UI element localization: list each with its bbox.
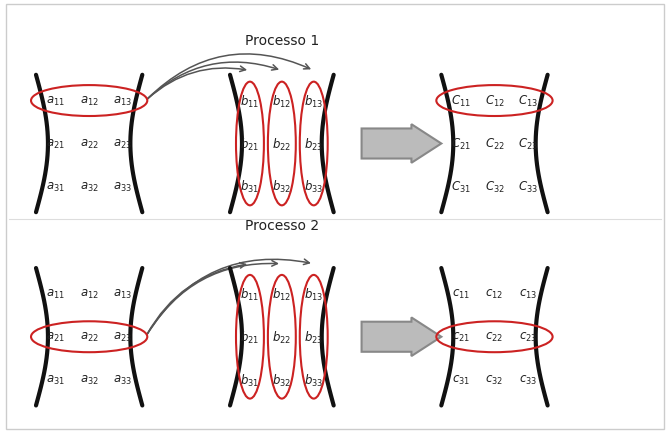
- Text: $a_{32}$: $a_{32}$: [80, 181, 98, 194]
- Text: $a_{11}$: $a_{11}$: [46, 95, 66, 108]
- Text: $C_{22}$: $C_{22}$: [484, 137, 505, 152]
- Text: $b_{12}$: $b_{12}$: [272, 93, 291, 109]
- Text: $c_{31}$: $c_{31}$: [452, 373, 470, 386]
- Text: $b_{31}$: $b_{31}$: [241, 372, 259, 388]
- Text: $b_{11}$: $b_{11}$: [241, 93, 259, 109]
- Text: $b_{23}$: $b_{23}$: [304, 136, 324, 152]
- Text: $c_{11}$: $c_{11}$: [452, 288, 470, 301]
- Text: $a_{23}$: $a_{23}$: [113, 330, 132, 343]
- Text: $a_{13}$: $a_{13}$: [113, 95, 132, 108]
- Text: $c_{13}$: $c_{13}$: [519, 288, 537, 301]
- Text: $a_{13}$: $a_{13}$: [113, 288, 132, 301]
- Text: $b_{33}$: $b_{33}$: [304, 372, 324, 388]
- Text: $b_{13}$: $b_{13}$: [304, 93, 324, 109]
- Text: $C_{12}$: $C_{12}$: [484, 94, 505, 109]
- Text: $C_{21}$: $C_{21}$: [452, 137, 471, 152]
- Text: $a_{33}$: $a_{33}$: [113, 181, 132, 194]
- Text: $a_{11}$: $a_{11}$: [46, 288, 66, 301]
- Text: $c_{12}$: $c_{12}$: [485, 288, 504, 301]
- Text: $b_{33}$: $b_{33}$: [304, 179, 324, 195]
- Text: $a_{12}$: $a_{12}$: [80, 95, 98, 108]
- FancyArrow shape: [362, 125, 442, 164]
- Text: $b_{32}$: $b_{32}$: [272, 179, 291, 195]
- Text: $b_{23}$: $b_{23}$: [304, 329, 324, 345]
- Text: $a_{32}$: $a_{32}$: [80, 373, 98, 386]
- Text: $C_{33}$: $C_{33}$: [518, 180, 537, 194]
- Text: $C_{11}$: $C_{11}$: [452, 94, 471, 109]
- Text: $a_{22}$: $a_{22}$: [80, 138, 98, 151]
- Text: $b_{13}$: $b_{13}$: [304, 286, 324, 302]
- Text: $a_{22}$: $a_{22}$: [80, 330, 98, 343]
- Text: $c_{23}$: $c_{23}$: [519, 330, 537, 343]
- Text: Processo 1: Processo 1: [245, 34, 319, 48]
- Text: $C_{31}$: $C_{31}$: [452, 180, 471, 194]
- Text: $b_{12}$: $b_{12}$: [272, 286, 291, 302]
- Text: $b_{22}$: $b_{22}$: [272, 329, 291, 345]
- Text: $c_{22}$: $c_{22}$: [485, 330, 504, 343]
- Text: $a_{23}$: $a_{23}$: [113, 138, 132, 151]
- Text: $b_{22}$: $b_{22}$: [272, 136, 291, 152]
- Text: $C_{32}$: $C_{32}$: [484, 180, 505, 194]
- Text: $C_{13}$: $C_{13}$: [518, 94, 537, 109]
- Text: $b_{31}$: $b_{31}$: [241, 179, 259, 195]
- Text: $a_{33}$: $a_{33}$: [113, 373, 132, 386]
- Text: $C_{23}$: $C_{23}$: [518, 137, 537, 152]
- Text: $a_{31}$: $a_{31}$: [46, 181, 66, 194]
- Text: $a_{12}$: $a_{12}$: [80, 288, 98, 301]
- FancyArrow shape: [362, 318, 442, 356]
- Text: $b_{21}$: $b_{21}$: [241, 329, 259, 345]
- Text: $a_{21}$: $a_{21}$: [46, 138, 66, 151]
- Text: $a_{31}$: $a_{31}$: [46, 373, 66, 386]
- Text: $b_{21}$: $b_{21}$: [241, 136, 259, 152]
- Text: $c_{33}$: $c_{33}$: [519, 373, 537, 386]
- Text: $c_{32}$: $c_{32}$: [485, 373, 504, 386]
- Text: $b_{11}$: $b_{11}$: [241, 286, 259, 302]
- Text: Processo 2: Processo 2: [245, 219, 319, 233]
- Text: $a_{21}$: $a_{21}$: [46, 330, 66, 343]
- Text: $b_{32}$: $b_{32}$: [272, 372, 291, 388]
- Text: $c_{21}$: $c_{21}$: [452, 330, 470, 343]
